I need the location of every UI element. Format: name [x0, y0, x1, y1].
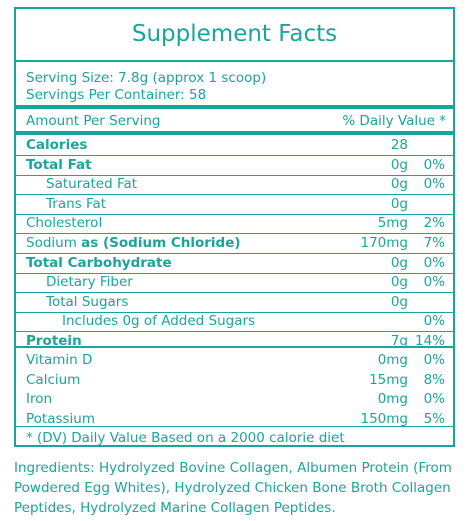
- nutrient-amount: 0g: [390, 254, 408, 271]
- row-divider: [16, 174, 453, 176]
- nutrient-daily-value: 0%: [423, 176, 445, 193]
- row-divider: [16, 194, 453, 196]
- daily-value-header: % Daily Value *: [342, 113, 446, 129]
- nutrient-amount: 0g: [390, 176, 408, 193]
- vitamin-label: Vitamin D: [26, 352, 93, 368]
- vitamin-daily-value: 5%: [423, 410, 445, 427]
- divider: [16, 60, 453, 62]
- vitamin-amount: 15mg: [369, 371, 408, 388]
- thick-divider: [16, 131, 453, 135]
- nutrient-label: Total Sugars: [46, 293, 129, 310]
- thick-divider: [16, 105, 453, 109]
- ingredients: Ingredients: Hydrolyzed Bovine Collagen,…: [14, 460, 452, 516]
- vitamin-label: Iron: [26, 391, 53, 408]
- nutrient-daily-value: 0%: [423, 254, 445, 271]
- vitamin-daily-value: 0%: [423, 352, 445, 368]
- footnote: * (DV) Daily Value Based on a 2000 calor…: [26, 430, 345, 446]
- row-divider: [16, 311, 453, 313]
- vitamin-label: Calcium: [26, 371, 81, 388]
- nutrient-label-qualifier: as (Sodium Chloride): [81, 235, 241, 251]
- nutrient-label: Calories: [26, 137, 88, 153]
- nutrient-daily-value: 0%: [423, 156, 445, 173]
- row-divider: [16, 233, 453, 235]
- row-divider: [16, 155, 453, 156]
- nutrient-amount: 28: [390, 137, 408, 153]
- nutrient-label: Cholesterol: [26, 215, 103, 232]
- nutrient-daily-value: 7%: [423, 235, 445, 251]
- nutrient-label: Trans Fat: [46, 195, 107, 212]
- vitamin-daily-value: 0%: [423, 391, 445, 408]
- divider: [16, 426, 453, 427]
- amount-per-serving-header: Amount Per Serving: [26, 113, 161, 129]
- nutrient-amount: 0g: [390, 195, 408, 212]
- row-divider: [16, 213, 453, 215]
- nutrient-amount: 0g: [390, 293, 408, 310]
- nutrient-label: Sodium as (Sodium Chloride): [26, 235, 241, 251]
- nutrient-amount: 0g: [390, 274, 408, 291]
- nutrient-label: Includes 0g of Added Sugars: [62, 313, 256, 330]
- panel-title: Supplement Facts: [131, 21, 338, 47]
- vitamin-label: Potassium: [26, 410, 96, 427]
- serving-size: Serving Size: 7.8g (approx 1 scoop): [26, 70, 267, 86]
- row-divider: [16, 272, 453, 274]
- vitamin-amount: 150mg: [360, 410, 409, 427]
- nutrient-amount: 170mg: [360, 235, 409, 251]
- nutrient-label: Total Fat: [26, 156, 92, 173]
- row-divider: [16, 331, 453, 333]
- nutrient-label: Protein: [26, 333, 82, 349]
- vitamin-amount: 0mg: [377, 391, 408, 408]
- nutrient-daily-value: 2%: [423, 215, 445, 232]
- nutrient-daily-value: 0%: [423, 313, 445, 330]
- row-divider: [16, 253, 453, 254]
- nutrient-amount: 5mg: [377, 215, 408, 232]
- servings-per-container: Servings Per Container: 58: [26, 87, 207, 103]
- vitamin-amount: 0mg: [377, 352, 408, 368]
- divider: [16, 346, 453, 348]
- row-divider: [16, 292, 453, 294]
- vitamin-daily-value: 8%: [423, 371, 445, 388]
- nutrient-label: Dietary Fiber: [46, 274, 133, 291]
- nutrient-amount: 7g: [390, 333, 408, 349]
- supplement-facts-panel: Supplement Facts Serving Size: 7.8g (app…: [14, 7, 455, 447]
- nutrient-label: Saturated Fat: [46, 176, 138, 193]
- nutrient-amount: 0g: [390, 156, 408, 173]
- nutrient-daily-value: 14%: [414, 333, 445, 349]
- nutrient-daily-value: 0%: [423, 274, 445, 291]
- nutrient-label: Total Carbohydrate: [26, 254, 172, 271]
